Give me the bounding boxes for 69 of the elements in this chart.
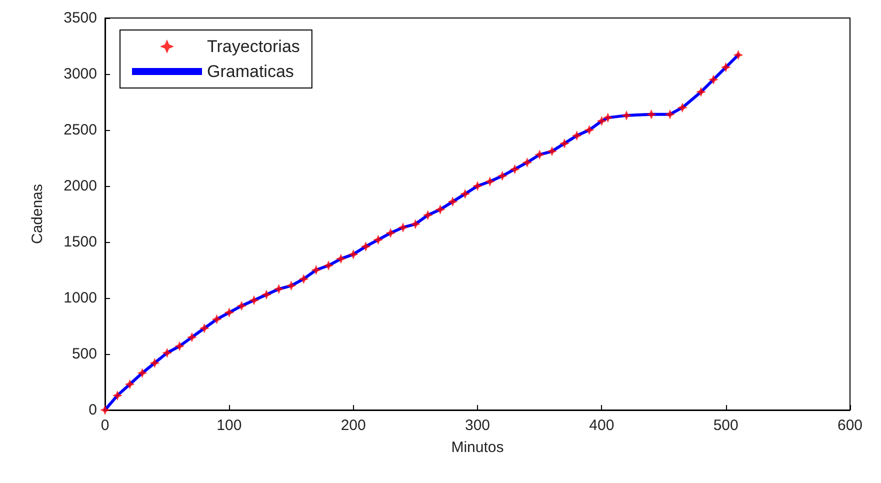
point <box>622 110 632 120</box>
point <box>186 332 197 342</box>
point <box>696 86 706 97</box>
y-tick-label: 1500 <box>64 234 97 250</box>
point <box>497 170 508 181</box>
point <box>460 188 470 199</box>
point <box>602 112 613 123</box>
point <box>261 290 272 300</box>
point <box>162 348 172 358</box>
y-tick-label: 3000 <box>64 66 97 82</box>
y-tick-label: 3500 <box>64 10 97 26</box>
point <box>373 234 384 245</box>
point <box>137 368 148 378</box>
point <box>410 219 420 230</box>
point <box>324 260 334 271</box>
point <box>199 323 210 334</box>
point <box>534 150 545 160</box>
x-tick-label: 100 <box>216 417 242 434</box>
point <box>274 284 284 294</box>
x-axis-title: Minutos <box>451 439 504 456</box>
legend-label: Trayectorias <box>207 37 300 56</box>
point <box>484 176 495 187</box>
point <box>547 146 557 156</box>
point <box>422 210 433 220</box>
point <box>311 265 322 275</box>
point <box>522 157 532 168</box>
point <box>286 280 296 291</box>
x-tick-label: 600 <box>837 417 863 434</box>
point <box>249 295 259 306</box>
point <box>448 196 458 207</box>
legend-label: Gramaticas <box>207 62 294 81</box>
y-tick-label: 2000 <box>64 178 97 194</box>
y-axis-title: Cadenas <box>29 184 46 244</box>
y-tick-label: 0 <box>88 402 97 418</box>
point <box>677 102 688 113</box>
y-tick-label: 1000 <box>64 290 97 306</box>
y-tick-label: 2500 <box>64 122 97 138</box>
point <box>336 254 346 264</box>
point <box>100 405 110 415</box>
point <box>584 125 594 135</box>
point <box>596 116 607 126</box>
point <box>174 341 184 352</box>
point <box>510 164 520 174</box>
point <box>708 74 718 85</box>
point <box>472 181 482 191</box>
x-tick-label: 500 <box>713 417 738 434</box>
point <box>150 358 160 368</box>
y-tick-label: 500 <box>72 346 97 362</box>
point <box>664 109 675 120</box>
point <box>348 249 358 260</box>
point <box>212 314 222 324</box>
point <box>112 390 122 400</box>
point <box>720 62 731 72</box>
point <box>646 109 656 120</box>
point <box>398 222 408 232</box>
point <box>124 379 135 390</box>
point <box>559 138 570 148</box>
point <box>435 204 446 215</box>
point <box>386 228 396 238</box>
x-tick-label: 0 <box>100 417 110 434</box>
point <box>360 241 371 252</box>
point <box>224 308 234 318</box>
point <box>298 274 309 284</box>
x-tick-label: 300 <box>464 417 490 434</box>
x-tick-label: 400 <box>589 417 614 434</box>
point <box>236 300 247 311</box>
point <box>733 50 744 60</box>
point <box>572 130 582 141</box>
x-tick-label: 200 <box>340 417 366 434</box>
